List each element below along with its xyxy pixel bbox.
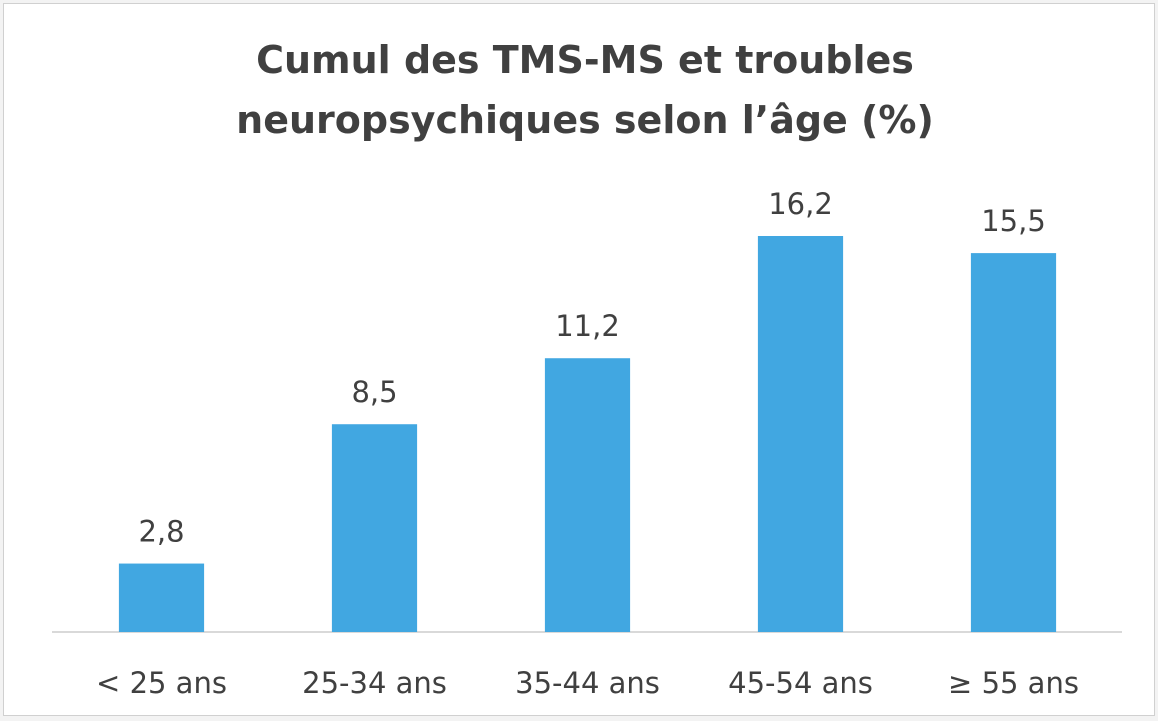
data-label: 11,2 [555,309,620,343]
bar [970,253,1057,632]
bar [757,236,844,632]
x-tick-label: 35-44 ans [515,666,660,700]
data-label: 16,2 [768,187,833,221]
x-tick-label: ≥ 55 ans [948,666,1079,700]
x-tick-label: 45-54 ans [728,666,873,700]
data-label: 8,5 [351,375,397,409]
chart-title: Cumul des TMS-MS et troubles neuropsychi… [236,38,934,142]
bar [544,358,631,632]
bar [118,563,205,632]
data-label: 15,5 [981,204,1046,238]
x-tick-label: < 25 ans [96,666,227,700]
x-tick-label: 25-34 ans [302,666,447,700]
bar [331,424,418,632]
data-label: 2,8 [138,515,184,549]
